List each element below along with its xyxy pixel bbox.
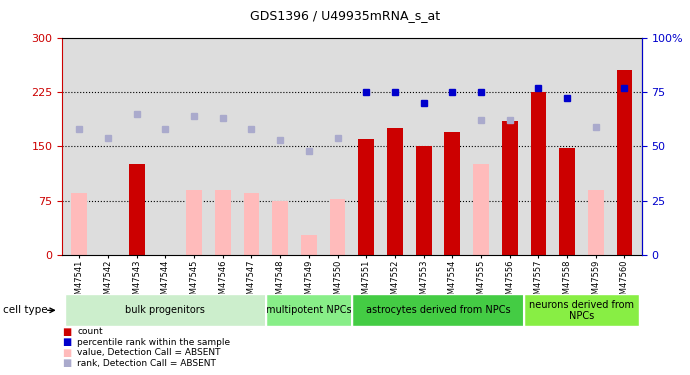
Bar: [273, 201, 288, 255]
Bar: [588, 190, 604, 255]
Bar: [416, 146, 431, 255]
Text: neurons derived from
NPCs: neurons derived from NPCs: [529, 300, 634, 321]
Text: percentile rank within the sample: percentile rank within the sample: [77, 338, 230, 347]
Text: count: count: [77, 327, 103, 336]
Bar: [617, 70, 632, 255]
Bar: [301, 236, 317, 255]
Bar: [72, 194, 87, 255]
Bar: [559, 148, 575, 255]
Bar: [244, 194, 259, 255]
Text: rank, Detection Call = ABSENT: rank, Detection Call = ABSENT: [77, 359, 216, 368]
Text: ■: ■: [62, 348, 71, 358]
Bar: [186, 190, 202, 255]
Text: cell type: cell type: [3, 305, 48, 315]
Bar: [502, 121, 518, 255]
Bar: [215, 190, 230, 255]
Text: bulk progenitors: bulk progenitors: [126, 305, 206, 315]
Text: ■: ■: [62, 338, 71, 347]
Text: GDS1396 / U49935mRNA_s_at: GDS1396 / U49935mRNA_s_at: [250, 9, 440, 22]
Bar: [473, 164, 489, 255]
Text: ■: ■: [62, 327, 71, 337]
Text: value, Detection Call = ABSENT: value, Detection Call = ABSENT: [77, 348, 221, 357]
Text: ■: ■: [62, 358, 71, 368]
Text: multipotent NPCs: multipotent NPCs: [266, 305, 352, 315]
Bar: [330, 199, 346, 255]
Bar: [129, 164, 145, 255]
Bar: [387, 128, 403, 255]
Text: astrocytes derived from NPCs: astrocytes derived from NPCs: [366, 305, 511, 315]
Bar: [444, 132, 460, 255]
Bar: [358, 139, 374, 255]
Bar: [531, 92, 546, 255]
